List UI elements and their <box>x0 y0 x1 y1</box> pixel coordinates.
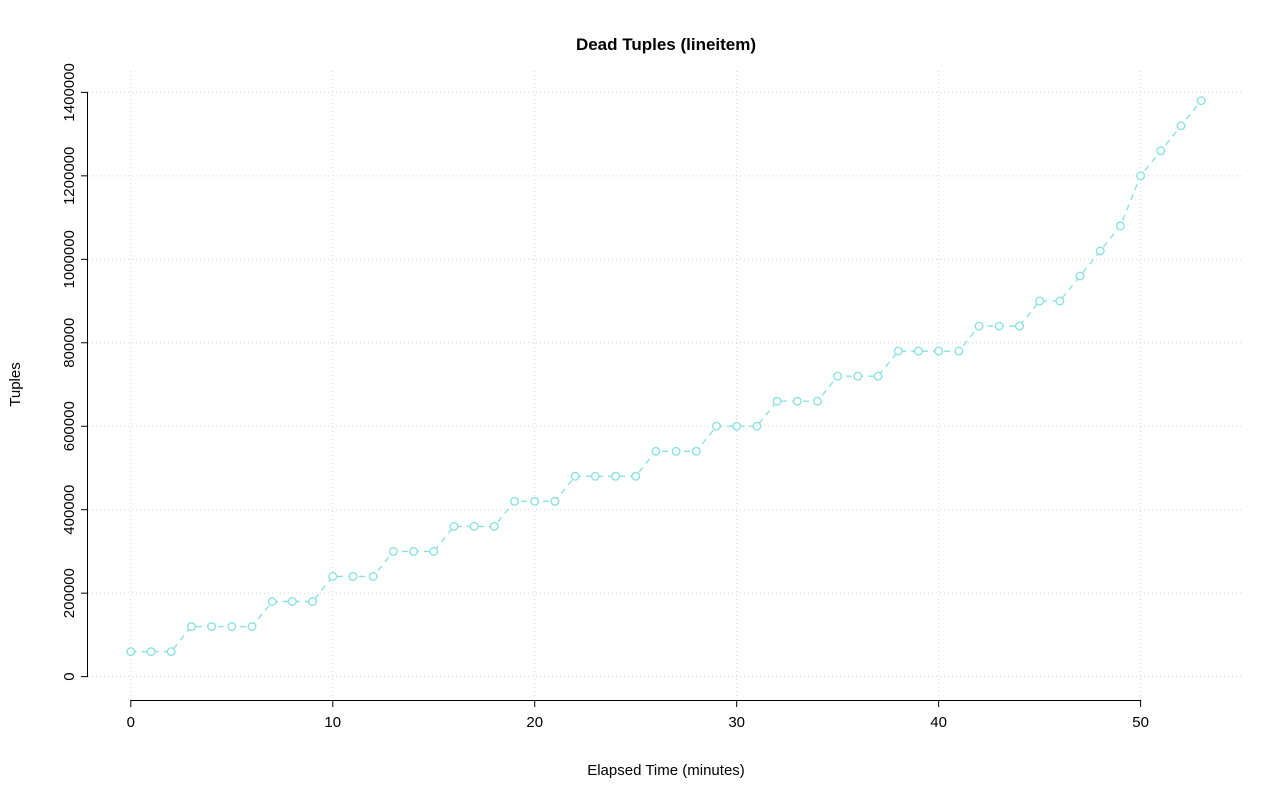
data-point-marker <box>934 346 944 356</box>
data-point-marker <box>1035 296 1045 306</box>
data-point-marker <box>388 546 398 556</box>
data-point-marker <box>429 546 439 556</box>
data-point-marker <box>913 346 923 356</box>
data-point-marker <box>711 421 721 431</box>
axes <box>81 91 1142 707</box>
data-point-marker <box>1136 171 1146 181</box>
tick-label: 800000 <box>61 318 78 368</box>
data-point-marker <box>812 396 822 406</box>
data-point-marker <box>1156 146 1166 156</box>
tick-label: 40 <box>930 714 947 731</box>
data-point-marker <box>1095 246 1105 256</box>
data-point-marker <box>186 622 196 632</box>
tick-label: 0 <box>61 672 78 680</box>
data-point-marker <box>893 346 903 356</box>
tick-label: 30 <box>728 714 745 731</box>
data-point-marker <box>166 647 176 657</box>
tick-label: 200000 <box>61 568 78 618</box>
data-point-marker <box>146 647 156 657</box>
data-point-marker <box>570 471 580 481</box>
data-point-marker <box>833 371 843 381</box>
data-point-marker <box>631 471 641 481</box>
tick-label: 20 <box>526 714 543 731</box>
data-point-marker <box>530 496 540 506</box>
data-point-marker <box>732 421 742 431</box>
data-point-marker <box>469 521 479 531</box>
data-point-marker <box>328 571 338 581</box>
data-point-marker <box>590 471 600 481</box>
data-point-marker <box>227 622 237 632</box>
tick-labels: 0 10 20 30 40 50 0 200000 400000 600000 800000 1000… <box>61 63 1149 731</box>
data-point-marker <box>611 471 621 481</box>
data-point-marker <box>873 371 883 381</box>
data-point-marker <box>752 421 762 431</box>
data-point-marker <box>792 396 802 406</box>
data-point-marker <box>954 346 964 356</box>
data-point-marker <box>449 521 459 531</box>
data-point-marker <box>489 521 499 531</box>
tick-label: 0 <box>127 714 135 731</box>
data-point-marker <box>409 546 419 556</box>
data-point-marker <box>1055 296 1065 306</box>
data-point-marker <box>1176 121 1186 131</box>
data-point-marker <box>651 446 661 456</box>
tick-label: 400000 <box>61 485 78 535</box>
data-point-marker <box>1196 96 1206 106</box>
series-line <box>130 100 1202 653</box>
x-axis-label: Elapsed Time (minutes) <box>587 762 745 779</box>
data-point-marker <box>1075 271 1085 281</box>
tick-label: 1000000 <box>61 230 78 288</box>
tick-label: 600000 <box>61 401 78 451</box>
tick-label: 1400000 <box>61 63 78 121</box>
chart-title: Dead Tuples (lineitem) <box>576 35 756 54</box>
tick-label: 1200000 <box>61 147 78 205</box>
data-point-marker <box>550 496 560 506</box>
data-point-marker <box>348 571 358 581</box>
tick-label: 10 <box>324 714 341 731</box>
data-point-marker <box>207 622 217 632</box>
tick-label: 50 <box>1132 714 1149 731</box>
data-point-marker <box>247 622 257 632</box>
data-point-marker <box>510 496 520 506</box>
data-point-marker <box>691 446 701 456</box>
data-point-marker <box>308 597 318 607</box>
data-point-marker <box>368 571 378 581</box>
data-point-marker <box>974 321 984 331</box>
data-point-marker <box>267 597 277 607</box>
data-point-marker <box>287 597 297 607</box>
data-point-marker <box>994 321 1004 331</box>
gridlines <box>88 69 1244 700</box>
data-point-marker <box>1014 321 1024 331</box>
data-series <box>126 96 1206 657</box>
data-point-marker <box>853 371 863 381</box>
y-axis-label: Tuples <box>7 362 24 406</box>
data-point-marker <box>126 647 136 657</box>
data-point-marker <box>1115 221 1125 231</box>
data-point-marker <box>671 446 681 456</box>
data-point-marker <box>772 396 782 406</box>
